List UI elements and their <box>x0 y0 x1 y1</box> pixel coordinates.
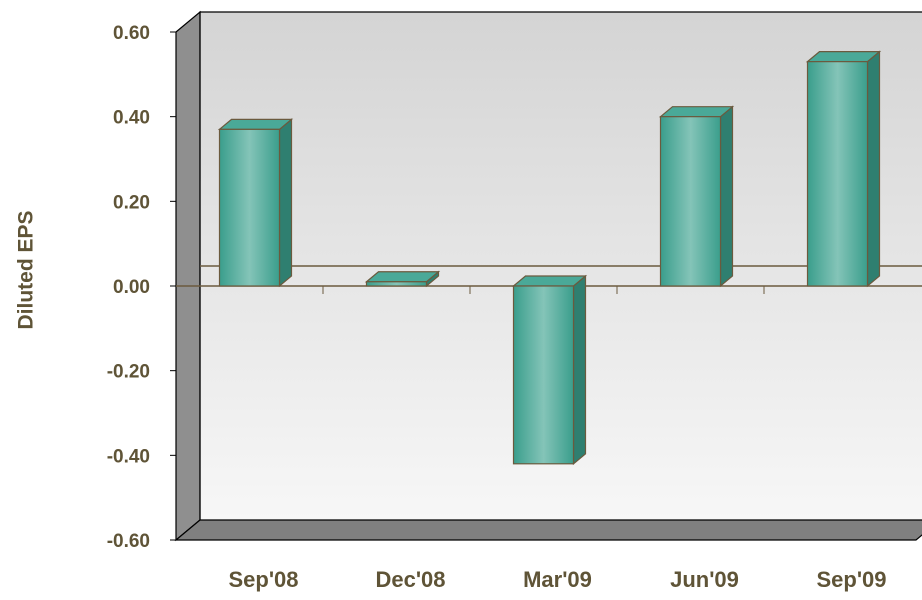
bar-front <box>659 116 722 287</box>
side-wall <box>175 10 201 542</box>
bar <box>805 50 882 288</box>
y-tick-label: -0.60 <box>107 531 150 552</box>
x-tick-label: Jun'09 <box>670 567 739 592</box>
bar-top <box>805 51 882 63</box>
floor <box>174 519 922 541</box>
bar-front <box>365 281 428 287</box>
x-tick-label: Dec'08 <box>375 567 445 592</box>
x-tick-label: Sep'08 <box>228 567 298 592</box>
x-tick-label: Sep'09 <box>816 567 886 592</box>
bar-top <box>364 271 441 283</box>
y-tick-label: -0.20 <box>107 362 150 383</box>
bar <box>364 270 441 288</box>
y-tick-label: 0.00 <box>113 277 150 298</box>
bar-side <box>572 274 587 466</box>
bar-top <box>217 118 294 130</box>
bar-front <box>512 285 575 465</box>
bar-top <box>511 275 588 287</box>
bar-front <box>806 61 869 287</box>
y-tick-label: 0.20 <box>113 192 150 213</box>
bar <box>658 105 735 288</box>
bar-side <box>719 105 734 288</box>
x-tick-label: Mar'09 <box>523 567 592 592</box>
y-tick-label: -0.40 <box>107 446 150 467</box>
bar <box>511 274 588 466</box>
y-tick-label: 0.40 <box>113 108 150 129</box>
bar <box>217 118 294 288</box>
y-tick-label: 0.60 <box>113 23 150 44</box>
bar-front <box>218 128 281 287</box>
wall-edge <box>199 11 922 520</box>
bar-side <box>866 50 881 288</box>
bar-top <box>658 106 735 118</box>
bar-side <box>278 118 293 288</box>
